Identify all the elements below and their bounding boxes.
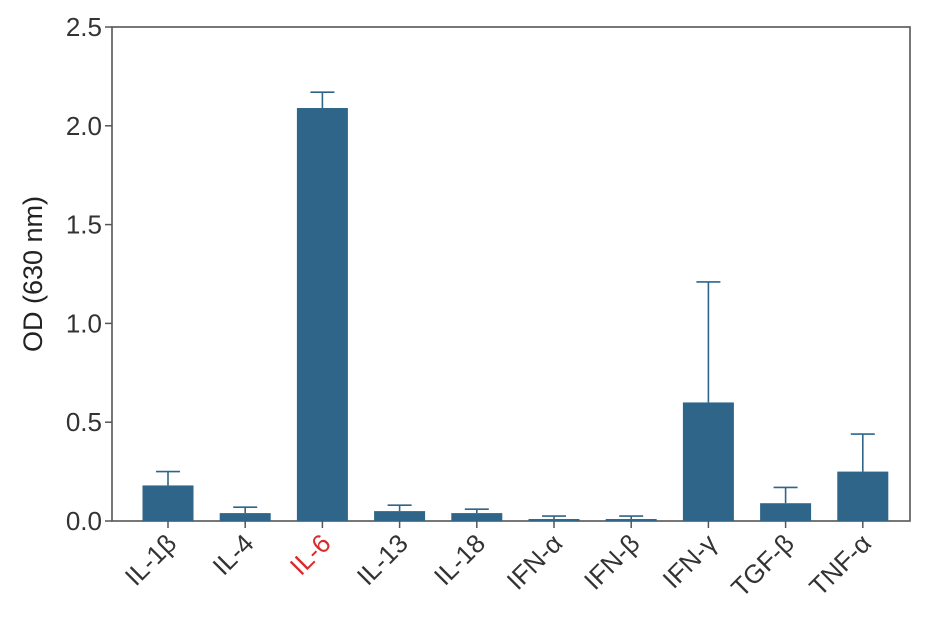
x-tick-label: IL-18 bbox=[428, 528, 491, 591]
x-tick-label: IFN-α bbox=[501, 528, 569, 596]
bars bbox=[142, 108, 889, 522]
x-tick-label: TNF-α bbox=[803, 528, 877, 602]
y-tick-label: 0.5 bbox=[66, 407, 102, 437]
x-axis-ticks: IL-1β IL-4 IL-6 IL-13 IL-18 IFN-α IFN-β IFN-γ TG… bbox=[119, 521, 877, 603]
y-tick-label: 2.0 bbox=[66, 111, 102, 141]
y-tick-label: 1.0 bbox=[66, 308, 102, 338]
x-tick-label: IFN-β bbox=[578, 528, 646, 596]
plot-frame-group bbox=[111, 26, 911, 522]
y-axis-ticks: 0.0 0.5 1.0 1.5 2.0 2.5 bbox=[66, 12, 112, 536]
plot-frame bbox=[111, 26, 911, 522]
x-tick-label: IL-13 bbox=[351, 528, 414, 591]
y-tick-label: 0.0 bbox=[66, 506, 102, 536]
bar bbox=[296, 108, 348, 522]
x-tick-label: IL-4 bbox=[207, 528, 260, 581]
y-tick-label: 2.5 bbox=[66, 12, 102, 42]
x-tick-label: IL-6 bbox=[284, 528, 337, 581]
bar bbox=[142, 485, 194, 521]
x-tick-label: IL-1β bbox=[119, 528, 182, 591]
y-tick-label: 1.5 bbox=[66, 210, 102, 240]
bar bbox=[837, 471, 889, 521]
bar bbox=[682, 402, 734, 521]
x-tick-label: TGF-β bbox=[725, 528, 800, 603]
y-axis-title: OD (630 nm) bbox=[18, 196, 48, 352]
bar bbox=[451, 513, 503, 521]
bar bbox=[528, 519, 580, 521]
bar bbox=[605, 519, 657, 521]
bar bbox=[219, 513, 271, 521]
bar bbox=[760, 503, 812, 521]
bar bbox=[374, 511, 426, 521]
x-tick-label: IFN-γ bbox=[656, 528, 722, 594]
error-bars bbox=[156, 91, 875, 520]
